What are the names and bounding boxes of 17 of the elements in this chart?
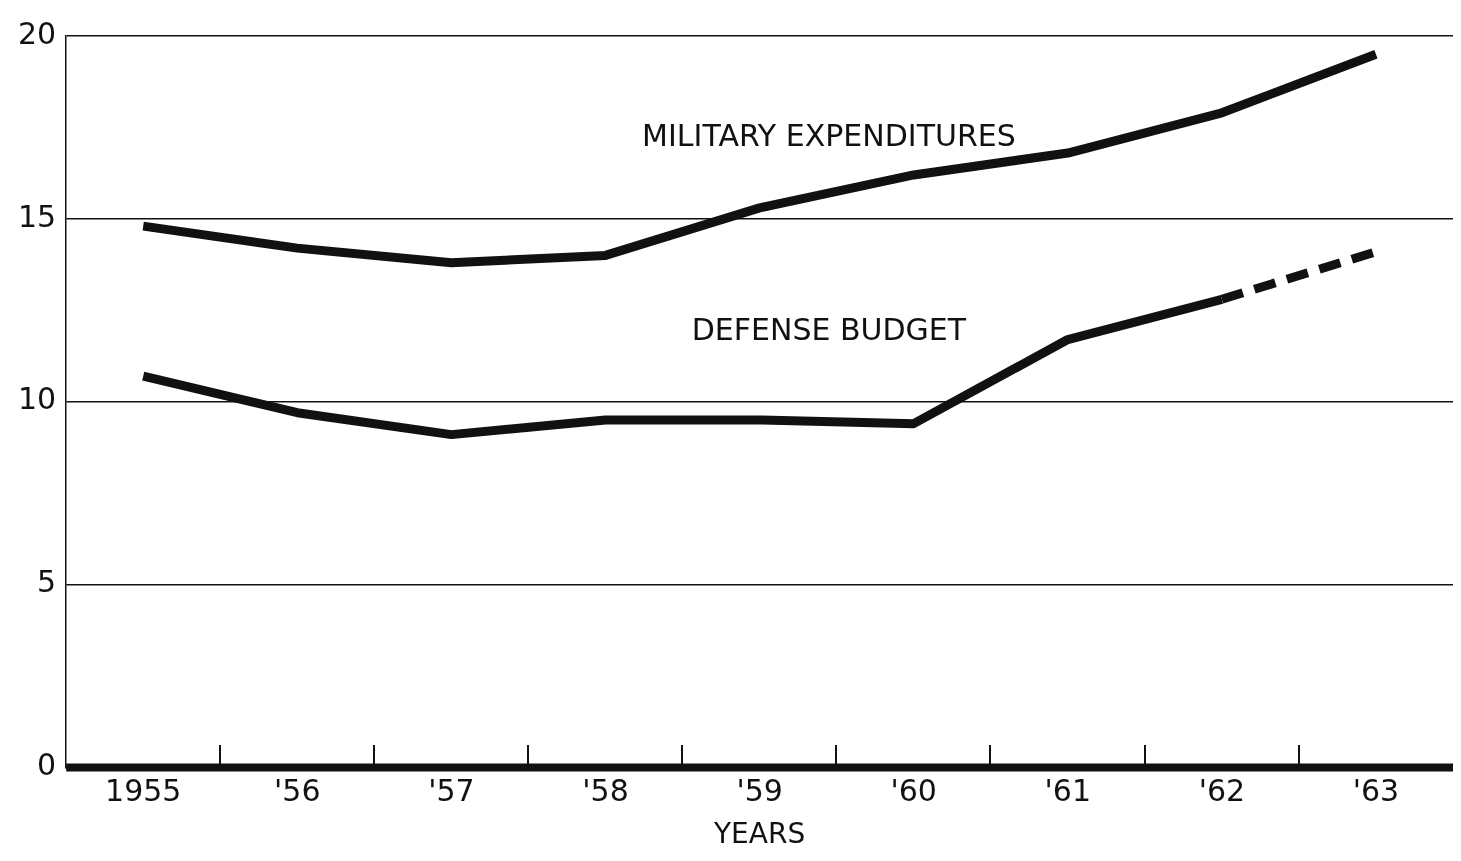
x-tick-label: '59 — [736, 773, 783, 809]
y-tick-label: 10 — [17, 381, 57, 417]
x-tick-label: '60 — [890, 773, 937, 809]
x-tick-label: '57 — [428, 773, 475, 809]
series-label: MILITARY EXPENDITURES — [642, 118, 1016, 154]
x-tick-label: '61 — [1044, 773, 1091, 809]
series-label: DEFENSE BUDGET — [691, 312, 967, 348]
x-tick-label: '62 — [1198, 773, 1246, 809]
x-tick-label: '58 — [582, 773, 629, 809]
y-tick-label: 15 — [17, 198, 57, 234]
y-tick-label: 5 — [37, 564, 57, 600]
x-tick-label: 1955 — [105, 773, 182, 809]
x-tick-label: '56 — [274, 773, 321, 809]
y-tick-label: 20 — [17, 15, 57, 51]
x-axis-title: YEARS — [712, 817, 806, 851]
y-tick-label: 0 — [37, 747, 57, 783]
x-tick-label: '63 — [1352, 773, 1400, 809]
